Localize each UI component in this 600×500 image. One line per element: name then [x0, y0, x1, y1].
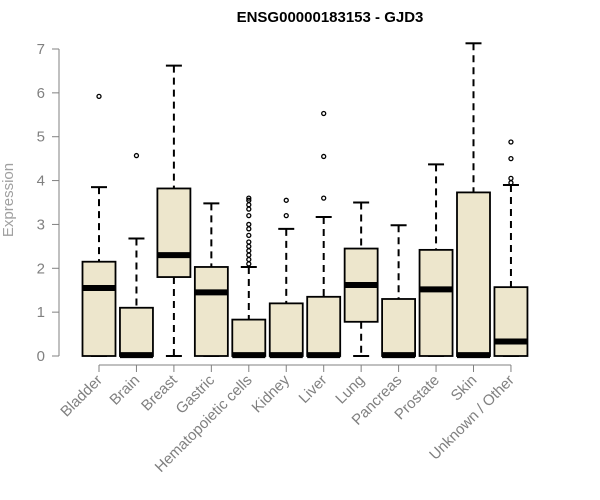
box-iqr: [381, 298, 417, 357]
y-tick-label: 2: [37, 260, 45, 277]
outlier-point: [508, 139, 514, 145]
box-iqr: [306, 295, 342, 357]
outlier-point: [133, 152, 140, 159]
box-group: [306, 110, 342, 359]
box-group: [119, 152, 154, 359]
y-tick-label: 4: [37, 173, 45, 190]
outlier-point: [246, 221, 252, 228]
outlier-point: [246, 252, 252, 258]
outlier-point: [321, 195, 327, 201]
box-iqr: [193, 266, 229, 357]
y-tick-label: 1: [37, 304, 45, 321]
box-series: [81, 42, 529, 359]
outlier-point: [246, 202, 252, 208]
outlier-point: [246, 226, 252, 232]
box-iqr: [268, 302, 304, 357]
box-iqr: [81, 260, 117, 357]
x-tick-label: Skin: [448, 372, 481, 405]
y-axis-label: Expression: [0, 163, 17, 237]
outlier-point: [246, 256, 252, 263]
box-group: [493, 139, 529, 357]
outlier-point: [508, 175, 514, 182]
outlier-point: [246, 261, 252, 267]
x-tick-label: Bladder: [57, 372, 106, 421]
outlier-point: [321, 110, 327, 117]
box-group: [381, 224, 417, 359]
y-tick-label: 5: [37, 129, 45, 146]
box-group: [418, 163, 454, 357]
outlier-point: [96, 93, 102, 100]
x-tick-label: Liver: [296, 372, 331, 407]
box-group: [456, 42, 491, 359]
outlier-point: [508, 180, 514, 186]
box-group: [268, 197, 304, 359]
outlier-point: [246, 195, 252, 201]
outlier-point: [321, 153, 327, 160]
outlier-point: [246, 232, 252, 239]
box-group: [156, 64, 192, 357]
y-axis: 0 1 2 3 4 5 6 7: [37, 41, 60, 365]
box-iqr: [119, 306, 154, 357]
outlier-point: [246, 197, 252, 203]
box-iqr: [418, 248, 454, 357]
y-tick-label: 6: [37, 85, 45, 102]
outlier-point: [283, 197, 289, 203]
box-group: [81, 93, 117, 357]
outlier-point: [246, 243, 252, 250]
y-tick-label: 0: [37, 348, 45, 365]
box-iqr: [231, 318, 267, 357]
x-tick-label: Kidney: [249, 371, 294, 416]
box-group: [231, 195, 267, 359]
box-iqr: [456, 191, 491, 357]
outlier-point: [246, 206, 252, 212]
outlier-point: [246, 213, 252, 219]
box-group: [343, 201, 379, 357]
y-tick-label: 3: [37, 216, 45, 233]
y-tick-label: 7: [37, 41, 45, 58]
box-iqr: [156, 187, 192, 278]
outlier-point: [246, 248, 252, 254]
outlier-point: [283, 213, 289, 219]
box-group: [193, 202, 229, 357]
outlier-point: [246, 239, 252, 245]
outlier-point: [508, 155, 514, 162]
box-iqr: [493, 286, 529, 357]
chart-title: ENSG00000183153 - GJD3: [237, 9, 424, 26]
